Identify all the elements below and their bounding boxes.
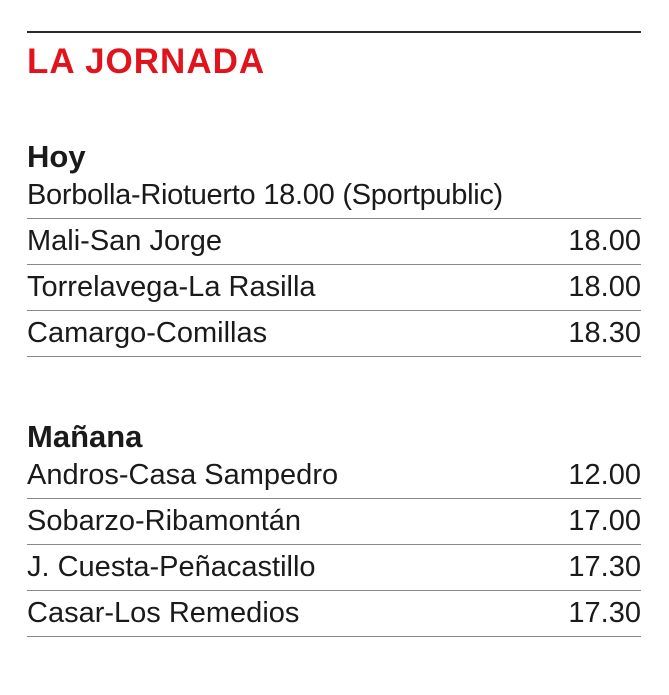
match-teams: Camargo-Comillas — [27, 317, 268, 349]
match-teams: Sobarzo-Ribamontán — [27, 505, 302, 537]
match-teams: Torrelavega-La Rasilla — [27, 271, 316, 303]
match-teams: Borbolla-Riotuerto — [27, 179, 256, 211]
match-time: 17.00 — [568, 505, 641, 537]
match-time: 18.30 — [568, 317, 641, 349]
top-rule — [27, 31, 641, 33]
match-teams: Casar-Los Remedios — [27, 597, 300, 629]
section-heading: Mañana — [27, 419, 143, 454]
match-teams: J. Cuesta-Peñacastillo — [27, 551, 316, 583]
match-row: Camargo-Comillas 18.30 — [27, 311, 641, 357]
match-row: Andros-Casa Sampedro 12.00 — [27, 453, 641, 499]
section: Mañana Andros-Casa Sampedro 12.00 Sobarzo-R… — [27, 419, 641, 637]
match-teams: Mali-San Jorge — [27, 225, 223, 257]
title: LA JORNADA — [27, 42, 266, 81]
match-row: Borbolla-Riotuerto 18.00 (Sportpublic) — [27, 173, 641, 219]
match-row: Torrelavega-La Rasilla 18.00 — [27, 265, 641, 311]
match-row: Sobarzo-Ribamontán 17.00 — [27, 499, 641, 545]
match-time: 18.00 — [568, 271, 641, 303]
match-row: Mali-San Jorge 18.00 — [27, 219, 641, 265]
section: Hoy Borbolla-Riotuerto 18.00 (Sportpublic) M… — [27, 139, 641, 357]
section-heading: Hoy — [27, 139, 86, 174]
sections: Hoy Borbolla-Riotuerto 18.00 (Sportpublic) M… — [27, 139, 641, 637]
match-time: 17.30 — [568, 597, 641, 629]
match-row: J. Cuesta-Peñacastillo 17.30 — [27, 545, 641, 591]
match-broadcaster: (Sportpublic) — [342, 179, 503, 211]
match-time: 18.00 — [263, 179, 335, 211]
match-teams: Andros-Casa Sampedro — [27, 459, 339, 491]
match-time: 12.00 — [568, 459, 641, 491]
match-row: Casar-Los Remedios 17.30 — [27, 591, 641, 637]
match-time: 17.30 — [568, 551, 641, 583]
match-time: 18.00 — [568, 225, 641, 257]
